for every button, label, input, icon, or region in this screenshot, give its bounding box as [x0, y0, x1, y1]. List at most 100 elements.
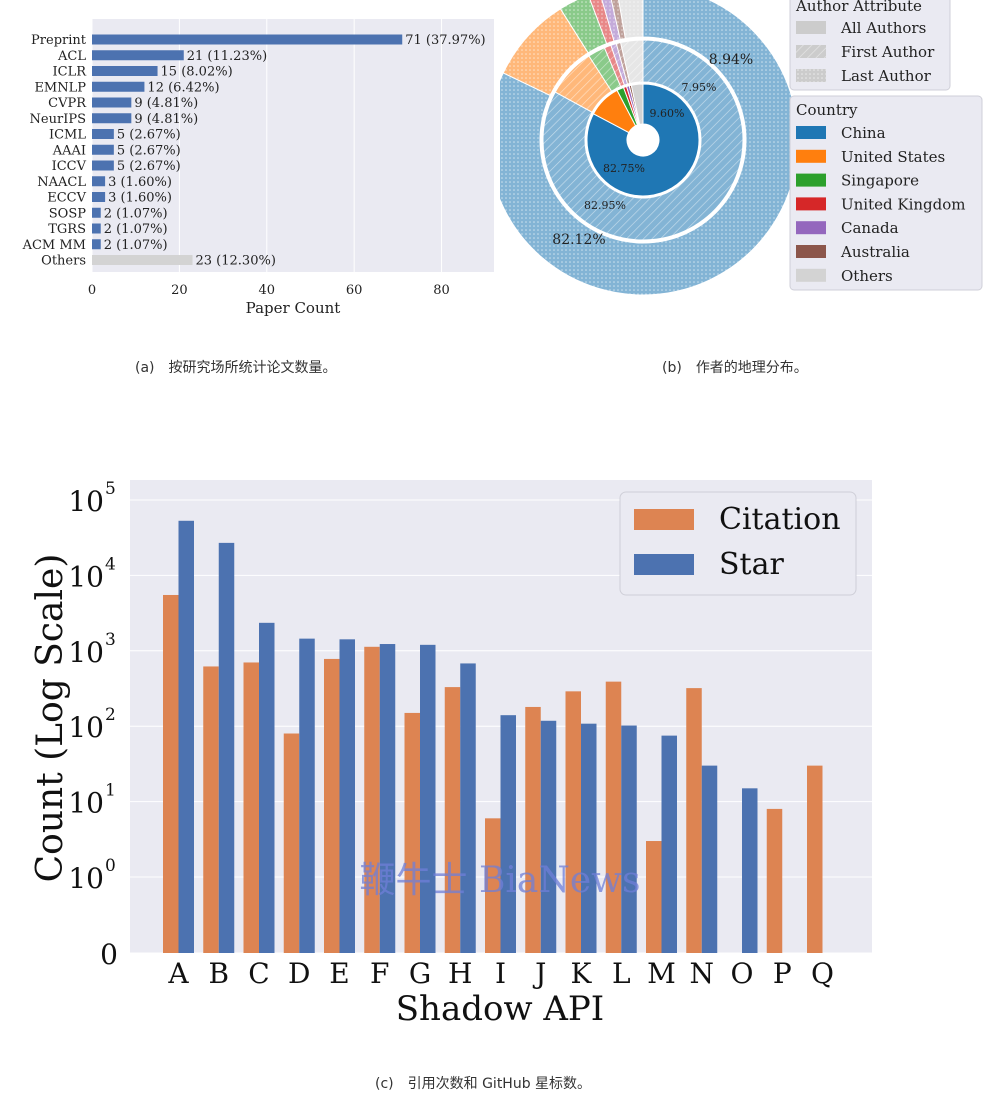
a-category-label: ICML [49, 128, 86, 143]
a-value-label: 12 (6.42%) [147, 80, 219, 95]
legend-entry: Others [841, 267, 893, 285]
c-bar-citation [485, 818, 501, 953]
b-slice-label: 82.95% [584, 199, 626, 212]
a-category-label: NeurIPS [30, 112, 86, 127]
a-bar [92, 81, 145, 92]
a-bar [92, 176, 106, 187]
legend-swatch-pattern [796, 45, 826, 58]
b-slice-label: 82.75% [603, 162, 645, 175]
b-slice-pattern [618, 0, 643, 39]
legend-entry: United States [841, 148, 945, 166]
b-slice-label: 82.12% [552, 232, 605, 248]
a-category-label: ICCV [52, 159, 87, 174]
a-xtick: 40 [259, 283, 276, 298]
c-bar-citation [283, 733, 300, 953]
a-category-label: TGRS [48, 222, 86, 237]
c-ytick-exponent: 4 [105, 554, 116, 574]
a-xtick: 20 [171, 283, 188, 298]
legend-swatch [796, 245, 826, 258]
c-xtick: O [731, 957, 754, 990]
b-slice-pattern [604, 45, 625, 87]
c-xtick: D [288, 957, 310, 990]
c-bar-star [218, 542, 235, 953]
b-slice-pattern [611, 0, 626, 40]
a-bar [92, 192, 106, 202]
a-category-label: ICLR [52, 65, 87, 80]
legend-swatch [796, 268, 826, 282]
legend-entry: China [841, 124, 886, 142]
c-ytick: 10 [68, 862, 104, 895]
a-category-label: Others [41, 254, 86, 269]
c-xtick: G [409, 957, 431, 990]
c-bar-citation [163, 594, 179, 953]
c-bar-citation [525, 706, 541, 953]
a-xtick: 0 [88, 283, 96, 298]
c-bar-citation [404, 712, 420, 953]
a-bar [92, 97, 132, 108]
c-bar-citation [203, 666, 219, 953]
c-ytick: 10 [68, 636, 104, 669]
b-slice-pattern [610, 43, 628, 86]
a-bar [92, 34, 403, 45]
a-bar [92, 129, 114, 139]
watermark: 鞭牛士 BiaNews [360, 860, 641, 901]
legend-citation-star: Citation Star [619, 491, 857, 596]
b-slice-pattern [500, 0, 798, 295]
a-category-label: AAAI [52, 143, 86, 158]
legend-country: Country China United States Singapore United… [789, 95, 983, 291]
a-value-label: 9 (4.81%) [134, 112, 198, 127]
c-bar-citation [807, 765, 823, 953]
a-value-label: 23 (12.30%) [196, 254, 276, 269]
a-value-label: 9 (4.81%) [134, 96, 198, 111]
legend-swatch [796, 21, 826, 34]
c-bar-star [540, 720, 557, 953]
caption-b: (b) 作者的地理分布。 [662, 357, 808, 377]
legend-entry: Canada [841, 219, 899, 237]
a-value-label: 5 (2.67%) [117, 159, 181, 174]
a-category-label: ECCV [47, 191, 86, 206]
c-bar-citation [565, 691, 581, 953]
caption-a-tag: (a) [135, 360, 155, 376]
legend-swatch [796, 126, 826, 139]
c-bar-star [259, 622, 275, 953]
a-xlabel: Paper Count [246, 299, 341, 317]
legend-entry: Citation [719, 502, 841, 537]
legend-swatch [796, 221, 826, 235]
a-bar [92, 113, 132, 124]
b-slice-label: 8.94% [709, 52, 753, 68]
c-xtick: B [208, 957, 229, 990]
c-ytick-exponent: 2 [105, 705, 116, 725]
c-xtick: C [248, 957, 269, 990]
legend-swatch-pattern [796, 69, 826, 82]
c-bar-citation [686, 688, 702, 953]
c-bar-star [460, 663, 476, 953]
c-xtick: K [571, 957, 593, 990]
c-bar-citation [243, 662, 259, 953]
a-category-label: ACL [57, 49, 86, 64]
caption-b-tag: (b) [662, 360, 682, 376]
b-slice [586, 83, 700, 197]
c-bar-star [661, 735, 677, 953]
legend-entry: Singapore [841, 172, 919, 190]
a-value-label: 3 (1.60%) [108, 191, 172, 206]
c-xtick: F [370, 957, 389, 990]
b-slice-label: 7.95% [682, 81, 717, 94]
a-category-label: NAACL [37, 175, 86, 190]
a-value-label: 2 (1.07%) [104, 206, 168, 221]
b-slice [630, 83, 644, 125]
a-xtick: 60 [346, 283, 363, 298]
c-bar-citation [646, 841, 662, 953]
a-value-label: 5 (2.67%) [117, 128, 181, 143]
c-bar-citation [324, 658, 340, 953]
a-value-label: 21 (11.23%) [187, 49, 267, 64]
a-value-label: 2 (1.07%) [104, 238, 168, 253]
c-bar-citation [444, 687, 461, 953]
c-bar-star [742, 788, 758, 953]
geography-donut-chart: 82.12% 8.94% 82.95% 7.95% 82.75% 9.60% Author… [500, 0, 983, 296]
c-xtick: J [532, 957, 546, 990]
c-ytick-exponent: 0 [105, 856, 116, 876]
legend-title: Author Attribute [795, 0, 922, 15]
c-xtick: P [773, 957, 792, 990]
a-value-label: 71 (37.97%) [405, 33, 485, 48]
